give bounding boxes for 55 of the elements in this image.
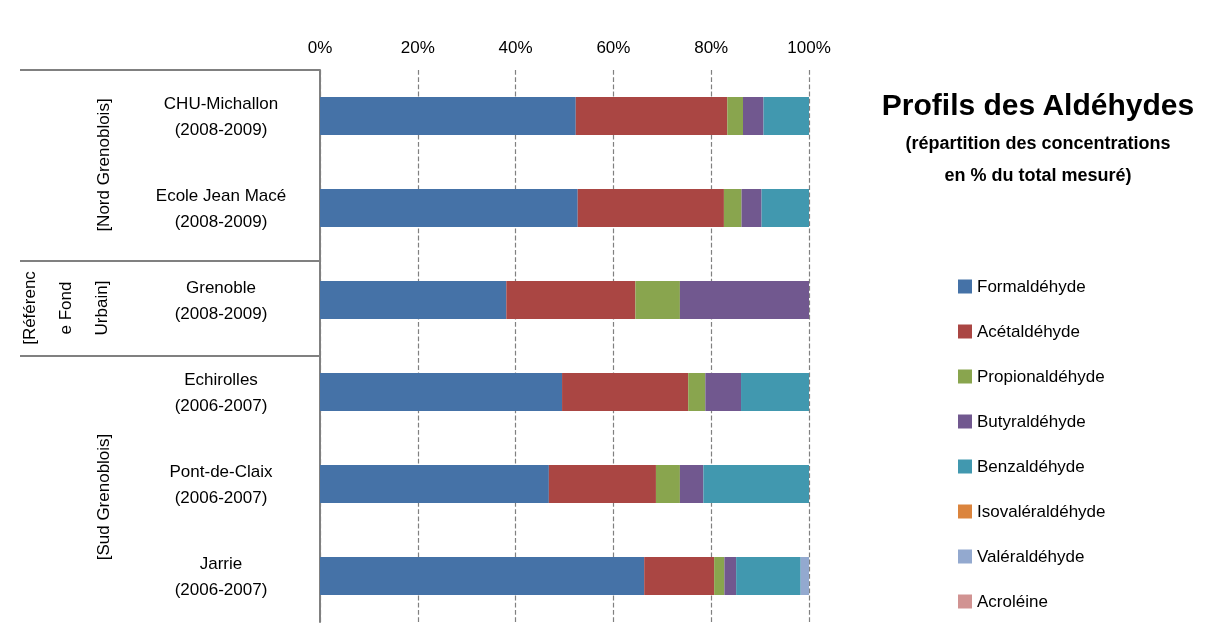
bar (320, 373, 563, 411)
bar (742, 97, 764, 135)
bar (635, 281, 680, 319)
bar (679, 281, 809, 319)
x-tick-label: 60% (596, 38, 631, 57)
y-tick-label: Pont-de-Claix (2006-2007) (169, 461, 273, 507)
bar (703, 465, 809, 503)
text: (répartition des concentrations en % du total mesuré) (905, 133, 1171, 185)
bar (655, 465, 680, 503)
bar (562, 373, 689, 411)
legend-label: Valéraldéhyde (977, 547, 1085, 566)
bar (644, 557, 715, 595)
bar (714, 557, 725, 595)
bar (736, 557, 801, 595)
text: Profils des Aldéhydes (881, 87, 1195, 121)
bar (688, 373, 706, 411)
bar (761, 189, 809, 227)
bar (724, 557, 737, 595)
bar (506, 281, 636, 319)
bar (679, 465, 704, 503)
x-tick-label: 100% (787, 38, 831, 57)
text: [Référenc e Fond Urbain] (19, 270, 111, 345)
legend-label: Isovaléraldéhyde (977, 502, 1106, 521)
x-tick-label: 80% (694, 38, 729, 57)
bar (741, 189, 762, 227)
bar (320, 465, 549, 503)
text: [Nord Grenoblois] (93, 98, 113, 232)
bar (575, 97, 728, 135)
bar (723, 189, 742, 227)
legend-label: Benzaldéhyde (977, 457, 1085, 476)
text: [Sud Grenoblois] (93, 433, 113, 561)
bar (320, 557, 645, 595)
y-tick-label: Jarrie (2006-2007) (174, 553, 268, 599)
x-tick-label: 0% (307, 38, 333, 57)
bar (548, 465, 656, 503)
bar (741, 373, 809, 411)
bar (320, 97, 576, 135)
legend-label: Acroléine (977, 592, 1048, 611)
bar (727, 97, 743, 135)
y-tick-label: CHU-Michallon (2008-2009) (163, 93, 279, 139)
bar (800, 557, 809, 595)
legend-label: Acétaldéhyde (977, 322, 1081, 341)
legend-label: Formaldéhyde (977, 277, 1086, 296)
bar (577, 189, 724, 227)
x-tick-label: 40% (498, 38, 533, 57)
bar (705, 373, 742, 411)
legend-label: Butyraldéhyde (977, 412, 1086, 431)
y-tick-label: Grenoble (2008-2009) (174, 277, 268, 323)
bar (320, 281, 507, 319)
x-tick-label: 20% (400, 38, 435, 57)
bar (320, 189, 578, 227)
y-tick-label: Ecole Jean Macé (2008-2009) (155, 185, 287, 231)
y-tick-label: Echirolles (2006-2007) (174, 369, 268, 415)
legend-label: Propionaldéhyde (977, 367, 1105, 386)
bar (763, 97, 809, 135)
